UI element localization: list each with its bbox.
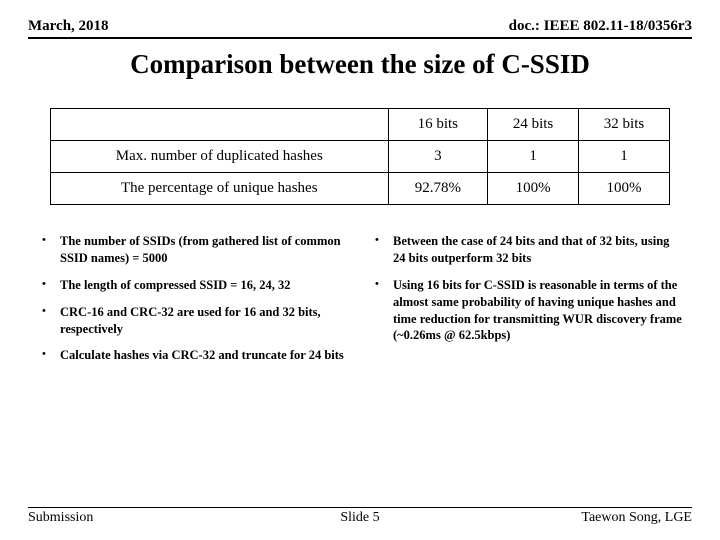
left-column: The number of SSIDs (from gathered list …: [38, 233, 349, 374]
col-header: 24 bits: [488, 109, 579, 141]
comparison-table: 16 bits 24 bits 32 bits Max. number of d…: [50, 108, 670, 205]
footer-author: Taewon Song, LGE: [581, 510, 692, 526]
table-corner-cell: [51, 109, 389, 141]
list-item: CRC-16 and CRC-32 are used for 16 and 32…: [38, 304, 349, 338]
table-row: The percentage of unique hashes 92.78% 1…: [51, 173, 670, 205]
list-item: The length of compressed SSID = 16, 24, …: [38, 277, 349, 294]
right-column: Between the case of 24 bits and that of …: [371, 233, 682, 374]
table-row: Max. number of duplicated hashes 3 1 1: [51, 141, 670, 173]
header-bar: March, 2018 doc.: IEEE 802.11-18/0356r3: [28, 18, 692, 39]
footer-left: Submission: [28, 510, 93, 526]
list-item: Using 16 bits for C-SSID is reasonable i…: [371, 277, 682, 345]
list-item: Calculate hashes via CRC-32 and truncate…: [38, 347, 349, 364]
page-title: Comparison between the size of C-SSID: [28, 49, 692, 80]
list-item: Between the case of 24 bits and that of …: [371, 233, 682, 267]
row-label: The percentage of unique hashes: [51, 173, 389, 205]
right-bullet-list: Between the case of 24 bits and that of …: [371, 233, 682, 344]
col-header: 16 bits: [388, 109, 488, 141]
cell: 3: [388, 141, 488, 173]
list-item: The number of SSIDs (from gathered list …: [38, 233, 349, 267]
footer-bar: Submission Slide 5 Taewon Song, LGE: [28, 507, 692, 526]
cell: 92.78%: [388, 173, 488, 205]
col-header: 32 bits: [579, 109, 670, 141]
bullet-columns: The number of SSIDs (from gathered list …: [28, 233, 692, 374]
header-doc-id: doc.: IEEE 802.11-18/0356r3: [509, 18, 692, 35]
table-header-row: 16 bits 24 bits 32 bits: [51, 109, 670, 141]
cell: 100%: [488, 173, 579, 205]
left-bullet-list: The number of SSIDs (from gathered list …: [38, 233, 349, 364]
cell: 100%: [579, 173, 670, 205]
cell: 1: [488, 141, 579, 173]
row-label: Max. number of duplicated hashes: [51, 141, 389, 173]
cell: 1: [579, 141, 670, 173]
footer-slide-number: Slide 5: [340, 510, 379, 526]
header-date: March, 2018: [28, 18, 109, 35]
